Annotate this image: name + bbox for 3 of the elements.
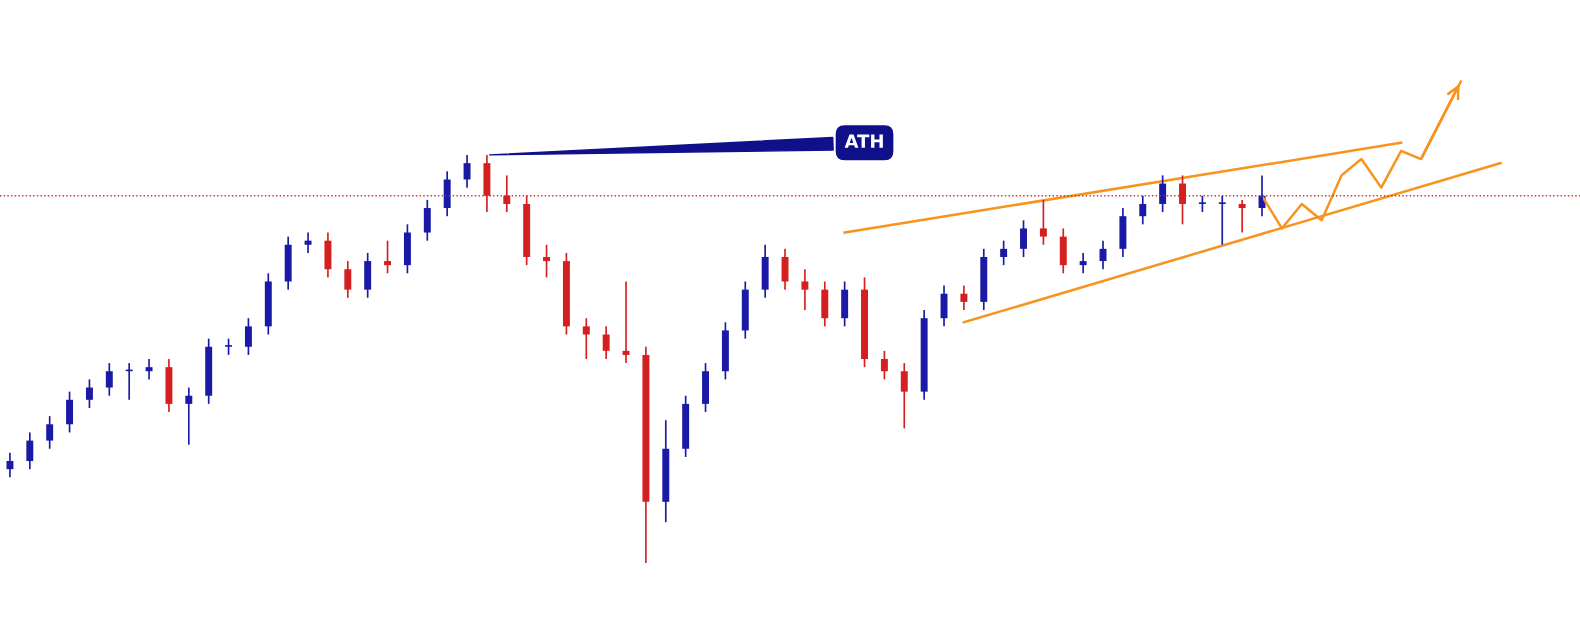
candlestick xyxy=(1218,194,1226,246)
candlestick xyxy=(1039,199,1047,246)
text: ATH xyxy=(844,134,883,148)
